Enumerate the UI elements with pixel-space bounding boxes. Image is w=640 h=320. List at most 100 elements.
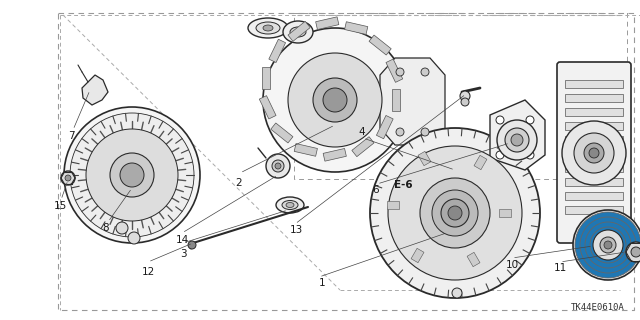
Bar [316, 17, 339, 29]
Bar [386, 59, 403, 82]
Circle shape [266, 154, 290, 178]
Circle shape [526, 151, 534, 159]
Circle shape [61, 171, 75, 185]
Circle shape [496, 151, 504, 159]
Bar [387, 201, 399, 209]
Circle shape [575, 212, 640, 278]
Circle shape [116, 222, 128, 234]
Bar [352, 137, 374, 157]
Circle shape [593, 230, 623, 260]
Circle shape [590, 227, 626, 263]
Bar [565, 192, 623, 200]
Bar [418, 151, 431, 166]
Ellipse shape [282, 201, 298, 210]
Bar [565, 164, 623, 172]
Circle shape [128, 232, 140, 244]
Circle shape [313, 78, 357, 122]
Bar [369, 35, 391, 55]
Circle shape [370, 128, 540, 298]
Text: 13: 13 [290, 225, 303, 235]
Text: 1: 1 [319, 278, 326, 288]
Polygon shape [82, 75, 108, 105]
Bar [259, 96, 276, 119]
Circle shape [452, 288, 462, 298]
Bar [411, 248, 424, 263]
Circle shape [600, 237, 616, 253]
Circle shape [86, 129, 178, 221]
Circle shape [64, 107, 200, 243]
Bar [565, 178, 623, 186]
Text: 11: 11 [554, 263, 567, 273]
Bar [467, 252, 480, 267]
Circle shape [65, 175, 71, 181]
Bar [499, 209, 511, 217]
Circle shape [497, 120, 537, 160]
Bar [565, 80, 623, 88]
Ellipse shape [286, 203, 294, 207]
Circle shape [496, 116, 504, 124]
Text: 14: 14 [176, 235, 189, 245]
Text: 2: 2 [235, 178, 242, 188]
Circle shape [70, 113, 194, 237]
Circle shape [323, 88, 347, 112]
Circle shape [511, 134, 523, 146]
Circle shape [263, 28, 407, 172]
Circle shape [421, 68, 429, 76]
Circle shape [526, 116, 534, 124]
Ellipse shape [276, 197, 304, 213]
Circle shape [574, 133, 614, 173]
Bar [565, 206, 623, 214]
Circle shape [589, 148, 599, 158]
Text: TK44E0610A: TK44E0610A [572, 303, 625, 312]
Ellipse shape [256, 22, 280, 34]
Circle shape [626, 242, 640, 262]
Bar [376, 116, 393, 139]
Circle shape [573, 210, 640, 280]
Text: 4: 4 [358, 127, 365, 137]
Text: 10: 10 [506, 260, 519, 270]
Circle shape [461, 98, 469, 106]
Circle shape [580, 217, 636, 273]
Bar [288, 21, 310, 41]
Circle shape [388, 146, 522, 280]
Circle shape [188, 241, 196, 249]
Bar [565, 108, 623, 116]
Bar [323, 148, 346, 161]
Text: E-6: E-6 [394, 180, 413, 190]
Bar [271, 123, 293, 143]
Bar [344, 22, 368, 35]
Circle shape [396, 128, 404, 136]
Circle shape [396, 68, 404, 76]
Circle shape [631, 247, 640, 257]
FancyBboxPatch shape [557, 62, 631, 243]
Bar [392, 89, 400, 111]
Circle shape [432, 190, 478, 236]
Circle shape [421, 128, 429, 136]
Circle shape [272, 160, 284, 172]
Circle shape [441, 199, 469, 227]
Ellipse shape [283, 21, 313, 43]
Circle shape [420, 178, 490, 248]
Text: 12: 12 [142, 267, 156, 277]
Circle shape [604, 241, 612, 249]
Bar [269, 39, 285, 62]
Circle shape [562, 121, 626, 185]
Circle shape [275, 163, 281, 169]
Text: 6: 6 [372, 185, 379, 195]
Ellipse shape [248, 18, 288, 38]
Bar [262, 67, 270, 89]
Circle shape [448, 206, 462, 220]
Circle shape [584, 143, 604, 163]
Text: 8: 8 [102, 223, 109, 233]
Bar [565, 136, 623, 144]
Text: 3: 3 [180, 249, 187, 259]
Circle shape [460, 91, 470, 101]
Bar [565, 150, 623, 158]
Circle shape [120, 163, 144, 187]
Polygon shape [490, 100, 545, 170]
Text: 15: 15 [54, 201, 67, 211]
Circle shape [585, 222, 631, 268]
Ellipse shape [290, 27, 306, 37]
Bar [474, 155, 487, 170]
Bar [565, 122, 623, 130]
